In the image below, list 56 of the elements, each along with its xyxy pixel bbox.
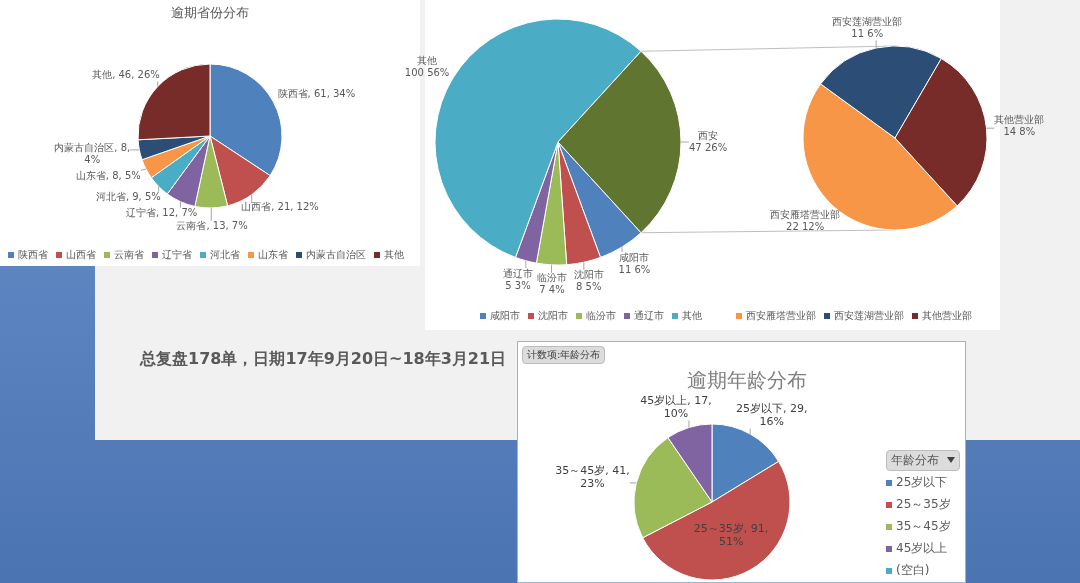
legend-label: 通辽市 [634,309,664,323]
legend-label: 25～35岁 [896,496,951,514]
text: 计数项:年龄分布 [522,346,606,364]
data-label: 辽宁省, 12, 7% [125,207,198,219]
slice-label: 西安雁塔营业部 [770,209,841,221]
data-label: 陕西省, 61, 34% [277,87,356,99]
slice-label: 沈阳市 [573,269,604,281]
legend-label: 西安莲湖营业部 [833,309,904,323]
data-label: 山西省, 21, 12% [241,201,319,213]
slice-label: 临汾市 [537,272,568,284]
legend-label: 35～45岁 [896,518,951,536]
legend-label: 45岁以上 [896,540,948,558]
chart-title: 逾期省份分布 [171,4,249,22]
legend-label: 山东省 [258,248,288,262]
chart-title: 逾期年龄分布 [687,367,807,394]
slice-label: 其他 [417,55,438,67]
data-label: 47 26% [688,141,728,153]
data-label: 7 4% [539,284,565,296]
slice-label: 通辽市 [503,267,534,279]
data-label: 内蒙古自治区, 8, 4% [54,141,131,165]
legend-title: 年龄分布 [891,451,939,469]
data-label: 14 8% [1003,125,1036,137]
legend-label: 其他 [682,309,702,323]
data-label: 山东省, 8, 5% [75,169,141,181]
legend-label: 其他营业部 [921,309,972,323]
legend-label: 西安雁塔营业部 [745,309,816,323]
data-label: 8 5% [575,281,602,293]
legend-label: 云南省 [114,248,144,262]
legend-label: 陕西省 [18,248,48,262]
data-label: 5 3% [505,279,531,291]
data-label: 22 12% [786,221,825,233]
data-label: 河北省, 9, 5% [95,191,161,203]
slice-label: 西安莲湖营业部 [832,15,903,27]
legend-label: 河北省 [210,248,240,262]
slice-label: 西安 [698,129,719,141]
legend-label: 其他 [384,248,404,262]
data-label: 35～45岁, 41, 23% [555,464,630,491]
legend-label: 临汾市 [586,309,616,323]
data-label: 其他, 46, 26% [92,69,160,81]
slice-label: 咸阳市 [619,251,650,263]
data-label: 云南省, 13, 7% [176,220,248,232]
text: 总复盘178单，日期17年9月20日~18年3月21日 [140,349,507,370]
data-label: 25～35岁, 91, 51% [693,522,769,549]
legend-label: 25岁以下 [896,474,948,492]
legend-label: 山西省 [66,248,96,262]
data-label: 25岁以下, 29, 16% [735,402,808,429]
slice-label: 其他营业部 [994,113,1045,125]
data-label: 11 6% [618,263,651,275]
data-label: 100 56% [404,67,450,79]
legend-label: 辽宁省 [162,248,192,262]
legend-label: 咸阳市 [490,309,520,323]
legend-label: 内蒙古自治区 [306,248,366,262]
data-label: 11 6% [851,27,884,39]
legend-label: 沈阳市 [538,309,568,323]
data-label: 45岁以上, 17, 10% [640,393,712,420]
legend-label: (空白) [896,562,930,580]
